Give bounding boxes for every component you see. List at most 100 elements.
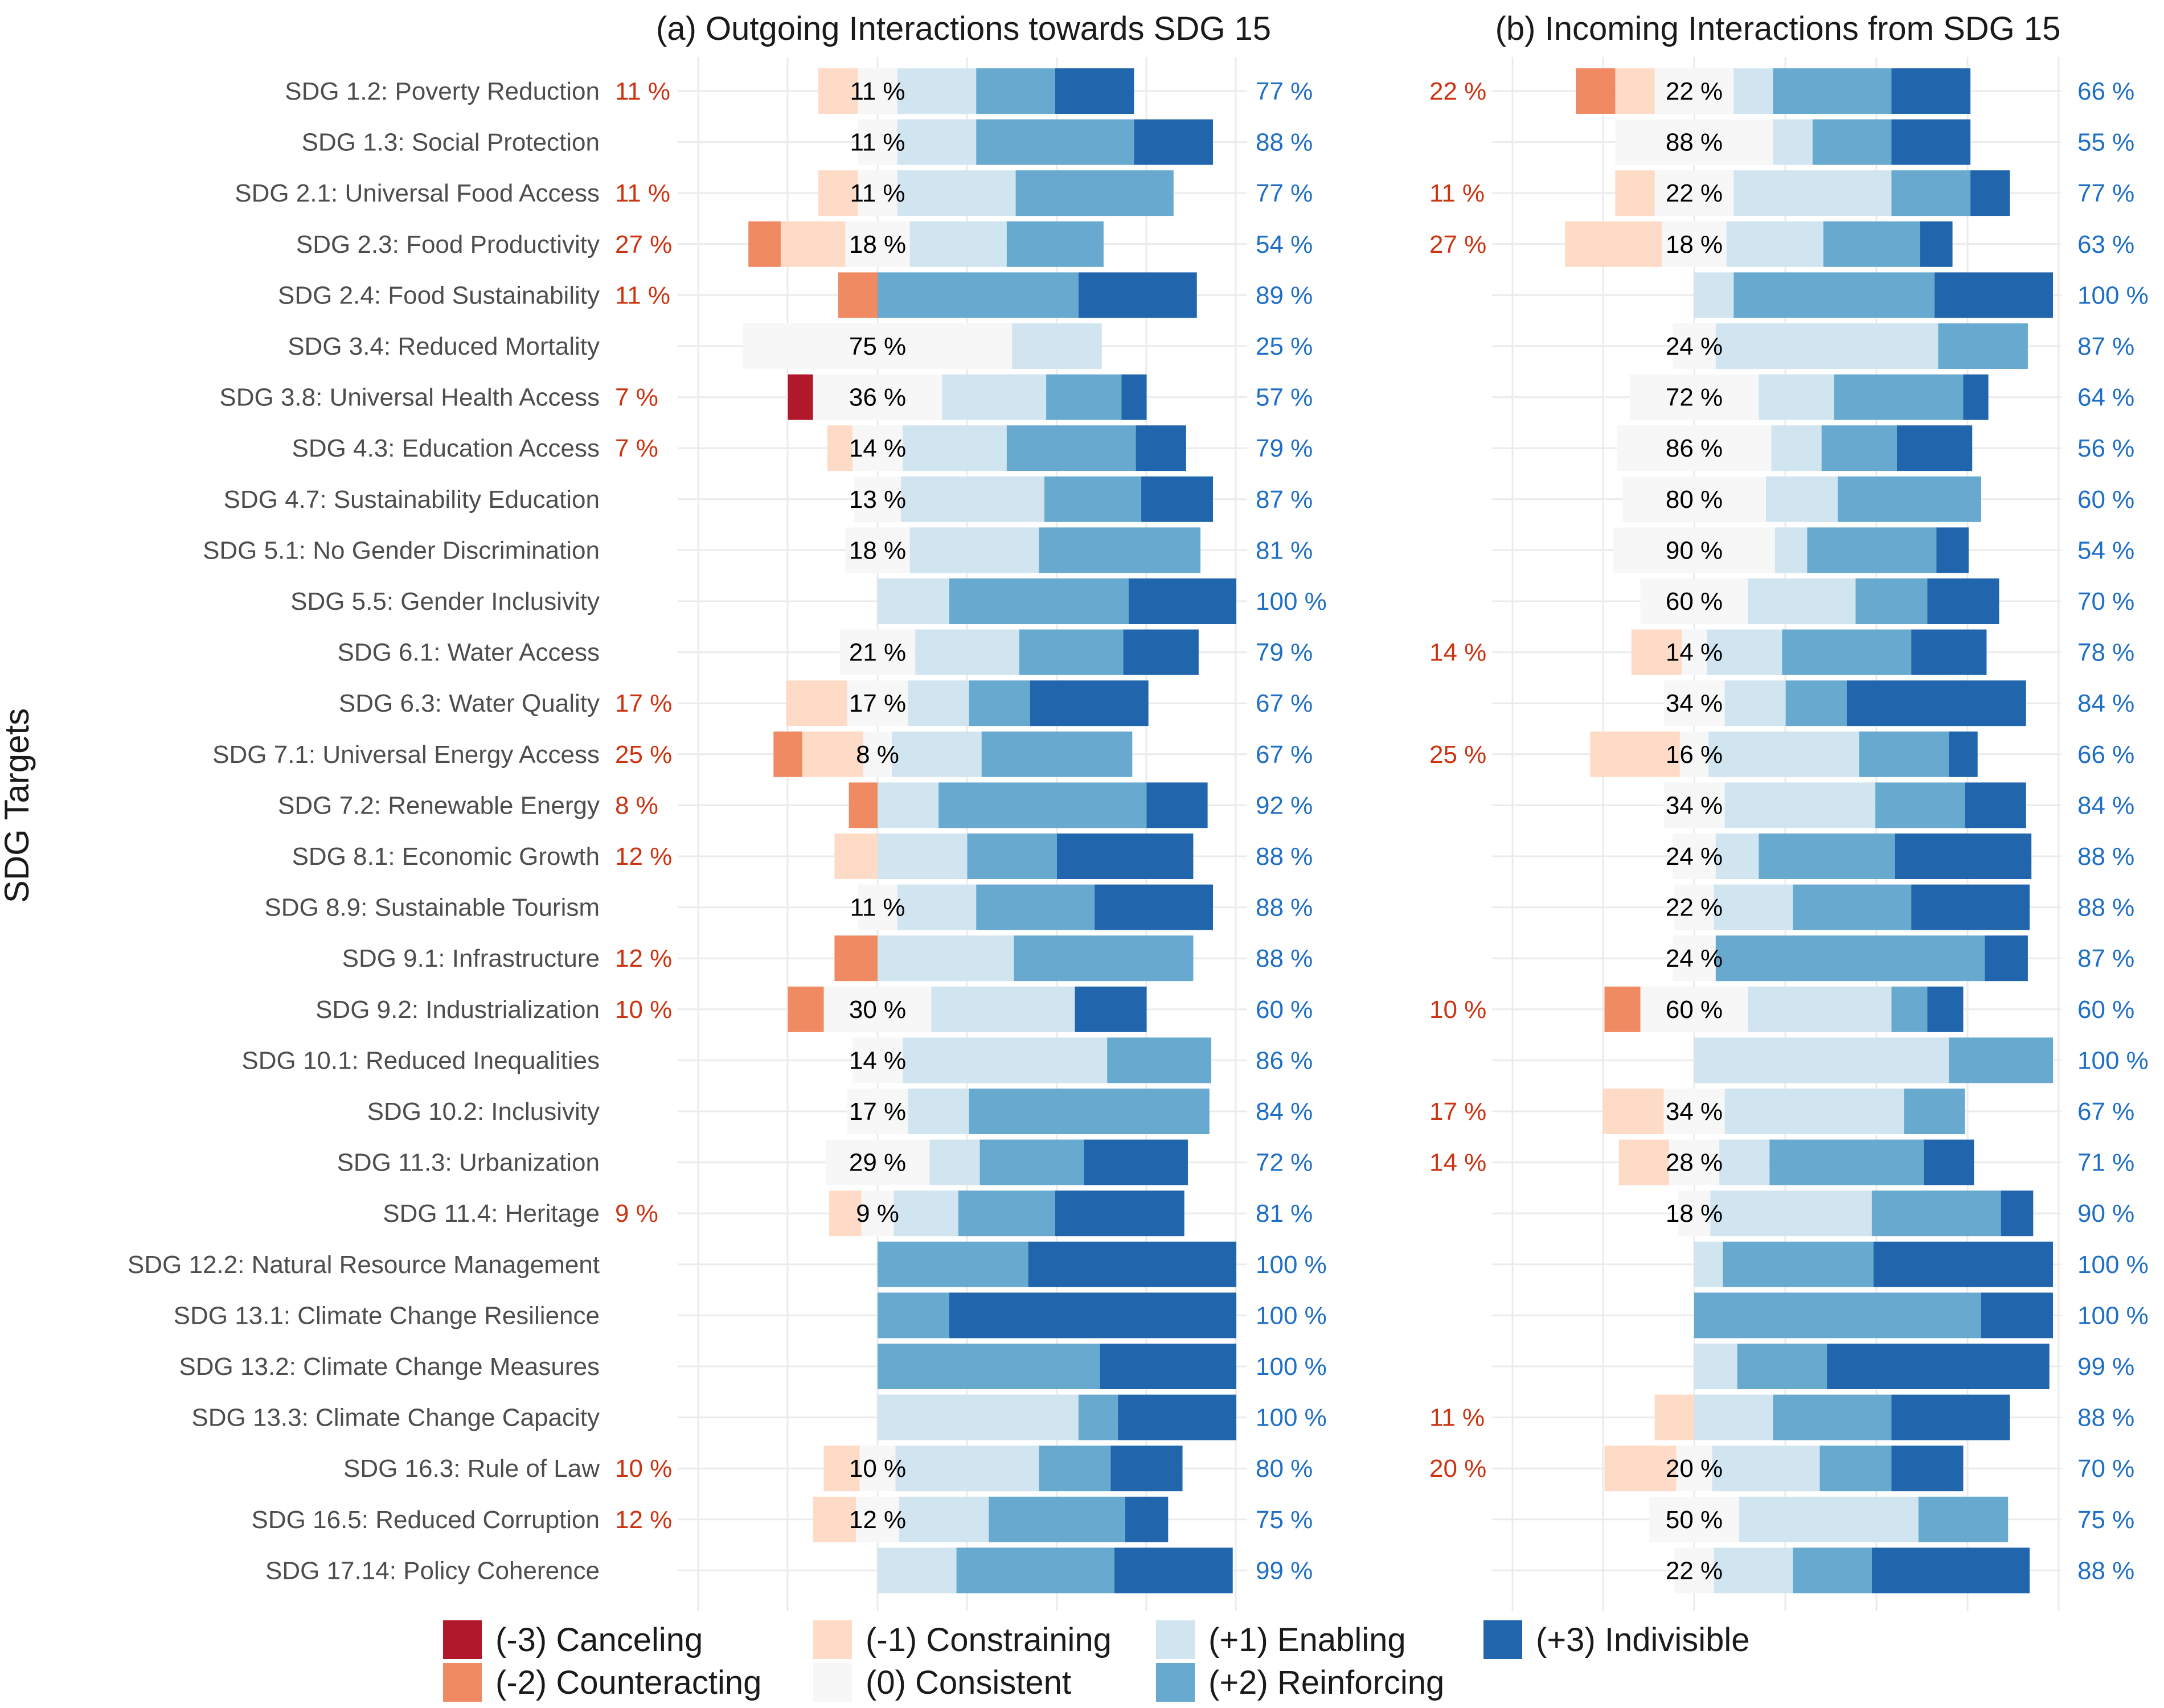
- neutral-share-label: 86 %: [1666, 434, 1723, 462]
- bar-segment: [1927, 986, 1964, 1032]
- bar-segment: [2001, 1190, 2034, 1237]
- bar-segment: [1006, 425, 1136, 471]
- bar-segment: [1927, 578, 1999, 624]
- bar-segment: [1785, 680, 1847, 726]
- bar-segment: [1694, 680, 1725, 726]
- negative-share-label: 11 %: [1429, 1404, 1485, 1432]
- bar-segment: [1044, 476, 1142, 522]
- bar-segment: [1676, 1446, 1694, 1492]
- category-label: SDG 2.4: Food Sustainability: [278, 281, 600, 309]
- legend-label: (-1) Constraining: [866, 1621, 1112, 1658]
- bar-segment: [1694, 935, 1716, 982]
- legend-swatch: [1156, 1620, 1195, 1659]
- bar-segment: [858, 68, 878, 114]
- bar-segment: [900, 476, 1044, 522]
- negative-share-label: 12 %: [615, 843, 672, 871]
- positive-share-label: 79 %: [1256, 639, 1313, 667]
- bar-segment: [1694, 119, 1773, 165]
- bar-segment: [1723, 1241, 1874, 1287]
- positive-share-label: 84 %: [1256, 1098, 1313, 1126]
- bar-segment: [1874, 1241, 2053, 1287]
- bar-segment: [1733, 68, 1773, 114]
- category-label: SDG 2.1: Universal Food Access: [235, 179, 600, 207]
- neutral-share-label: 18 %: [849, 536, 906, 564]
- bar-segment: [1891, 170, 1971, 216]
- panel-title: (b) Incoming Interactions from SDG 15: [1495, 10, 2061, 47]
- category-label: SDG 7.1: Universal Energy Access: [212, 741, 600, 769]
- bar-segment: [780, 221, 846, 267]
- positive-share-label: 100 %: [2077, 281, 2149, 309]
- category-label: SDG 1.2: Poverty Reduction: [285, 77, 600, 105]
- neutral-share-label: 30 %: [849, 996, 906, 1024]
- bar-segment: [1724, 680, 1786, 726]
- neutral-share-label: 60 %: [1666, 996, 1723, 1024]
- negative-share-label: 14 %: [1429, 639, 1486, 667]
- bar-segment: [878, 629, 916, 675]
- legend-swatch: [443, 1663, 482, 1702]
- positive-share-label: 66 %: [2077, 741, 2134, 769]
- positive-share-label: 67 %: [1256, 741, 1313, 769]
- bar-segment: [1724, 1089, 1904, 1134]
- positive-share-label: 88 %: [2077, 1404, 2134, 1432]
- positive-share-label: 72 %: [1256, 1149, 1313, 1177]
- bar-segment: [1773, 119, 1813, 165]
- positive-share-label: 84 %: [2077, 689, 2134, 717]
- bar-segment: [878, 986, 932, 1032]
- bar-segment: [852, 1037, 878, 1083]
- neutral-share-label: 8 %: [856, 741, 899, 769]
- bar-segment: [878, 1394, 1079, 1440]
- bar-segment: [1774, 527, 1808, 573]
- bar-segment: [1694, 1496, 1739, 1542]
- bar-segment: [838, 272, 878, 318]
- neutral-share-label: 14 %: [1666, 639, 1723, 667]
- bar-segment: [852, 425, 878, 471]
- bar-segment: [1019, 629, 1124, 675]
- positive-share-label: 89 %: [1256, 281, 1313, 309]
- bar-segment: [813, 374, 878, 420]
- bar-segment: [1694, 221, 1727, 267]
- bar-segment: [1827, 1344, 2050, 1389]
- bar-segment: [1838, 476, 1981, 522]
- bar-segment: [1694, 170, 1734, 216]
- negative-share-label: 11 %: [615, 281, 670, 309]
- bar-segment: [1622, 476, 1694, 522]
- neutral-share-label: 11 %: [850, 179, 905, 207]
- bar-segment: [878, 68, 897, 114]
- positive-share-label: 60 %: [2077, 486, 2134, 514]
- bar-segment: [1602, 1089, 1664, 1134]
- bar-segment: [1565, 221, 1662, 267]
- bar-segment: [1679, 731, 1694, 777]
- neutral-share-label: 11 %: [850, 129, 905, 157]
- bar-segment: [1694, 476, 1766, 522]
- neutral-share-label: 75 %: [849, 332, 906, 360]
- bar-segment: [1694, 1292, 1981, 1339]
- bar-segment: [878, 1446, 896, 1492]
- bar-segment: [1904, 1089, 1965, 1134]
- positive-share-label: 87 %: [2077, 945, 2134, 972]
- bar-segment: [1075, 986, 1147, 1032]
- bar-segment: [976, 884, 1095, 930]
- positive-share-label: 70 %: [2077, 588, 2134, 615]
- bar-segment: [1141, 476, 1214, 522]
- bar-segment: [1719, 1139, 1770, 1185]
- bar-segment: [1015, 170, 1174, 216]
- positive-share-label: 100 %: [1256, 1404, 1327, 1432]
- bar-segment: [897, 170, 1016, 216]
- positive-share-label: 77 %: [1256, 77, 1313, 105]
- bar-segment: [858, 119, 878, 165]
- legend-swatch: [813, 1620, 852, 1659]
- bar-segment: [818, 68, 858, 114]
- bar-segment: [1694, 629, 1707, 675]
- bar-segment: [1694, 1037, 1949, 1083]
- negative-share-label: 22 %: [1429, 77, 1486, 105]
- bar-segment: [1694, 1547, 1714, 1594]
- bar-segment: [1640, 578, 1694, 624]
- bar-segment: [1891, 1394, 2010, 1440]
- bar-segment: [829, 1190, 862, 1237]
- neutral-share-label: 24 %: [1666, 945, 1723, 972]
- category-label: SDG 11.3: Urbanization: [337, 1149, 600, 1177]
- bar-segment: [847, 680, 878, 726]
- bar-segment: [878, 272, 1079, 318]
- bar-segment: [1118, 1394, 1236, 1440]
